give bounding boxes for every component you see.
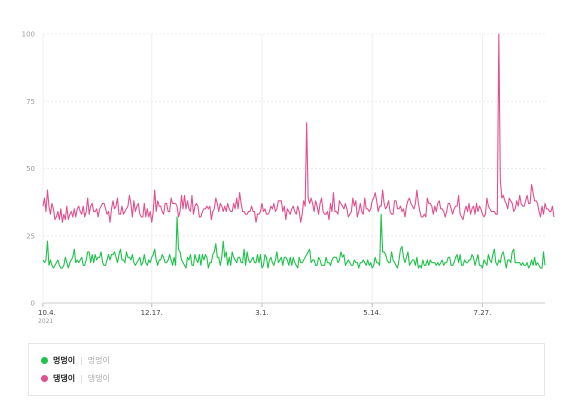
x-tick-label: 3.1. xyxy=(255,309,268,317)
y-tick-label: 25 xyxy=(26,232,35,240)
y-tick-label: 50 xyxy=(26,165,35,173)
x-tick-label: 10.4. xyxy=(38,309,56,317)
series-line-2 xyxy=(42,33,555,223)
legend-swatch-series-1 xyxy=(41,356,48,364)
legend-divider: | xyxy=(80,373,83,383)
legend-item-series-2[interactable]: 댕댕이 | 댕댕이 xyxy=(41,372,110,384)
legend: 멍멍이 | 멍멍이 댕댕이 | 댕댕이 xyxy=(28,343,545,396)
line-chart: 0 25 50 75 100 10.4. 12.17. 3.1. 5.14. 7.27. 2021 xyxy=(22,31,555,326)
y-tick-label: 75 xyxy=(26,98,35,106)
grid xyxy=(42,33,545,304)
legend-keyword-series-2: 댕댕이 xyxy=(87,373,110,383)
legend-swatch-series-2 xyxy=(41,374,48,382)
legend-item-series-1[interactable]: 멍멍이 | 멍멍이 xyxy=(41,354,110,366)
legend-divider: | xyxy=(80,355,83,365)
y-tick-label: 100 xyxy=(22,31,35,39)
legend-label-series-1: 멍멍이 xyxy=(53,355,76,365)
x-tick-label: 5.14. xyxy=(363,309,381,317)
axes: 0 25 50 75 100 10.4. 12.17. 3.1. 5.14. 7.27. 2021 xyxy=(22,31,492,326)
legend-keyword-series-1: 멍멍이 xyxy=(87,355,110,365)
x-tick-label: 12.17. xyxy=(141,309,163,317)
x-tick-label: 7.27. xyxy=(474,309,492,317)
chart-canvas: 0 25 50 75 100 10.4. 12.17. 3.1. 5.14. 7.27. 2021 xyxy=(22,31,555,326)
y-tick-label: 0 xyxy=(31,300,35,308)
legend-label-series-2: 댕댕이 xyxy=(53,373,76,383)
year-label: 2021 xyxy=(38,318,53,325)
series-layer xyxy=(42,33,555,269)
series-line-1 xyxy=(42,213,546,269)
